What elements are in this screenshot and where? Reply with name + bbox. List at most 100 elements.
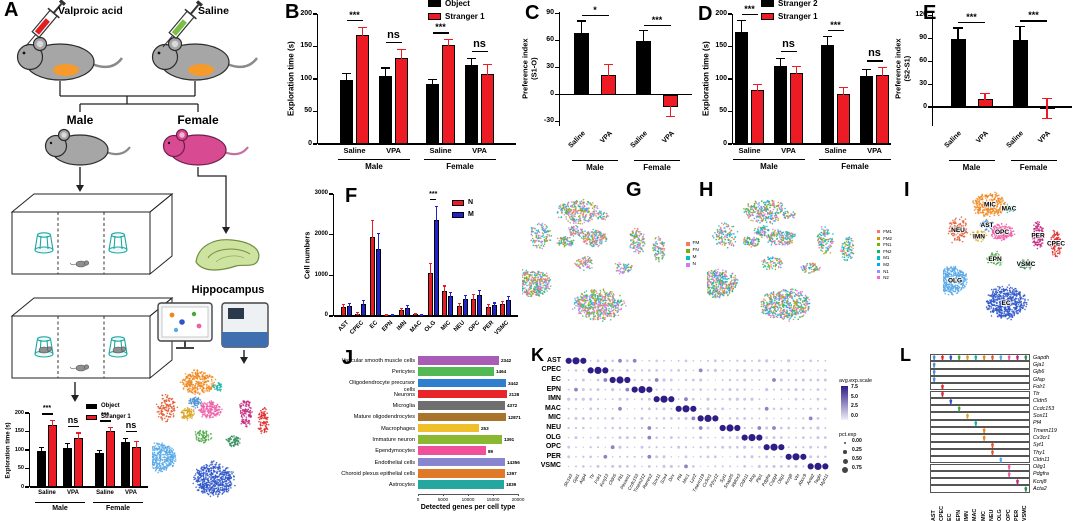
error-bar <box>431 79 434 90</box>
pct-dot <box>843 450 847 454</box>
x-label: VPA <box>472 146 487 155</box>
row-label: Microglia <box>392 403 415 409</box>
group-line <box>572 160 618 162</box>
x-cat-label: PER <box>1014 509 1021 521</box>
sig-line <box>958 21 985 24</box>
hippocampus-label: Hippocampus <box>192 284 265 296</box>
group-line <box>338 159 410 161</box>
group-label: Male <box>760 161 778 171</box>
bar <box>876 75 889 144</box>
gene-label: Cldn11 <box>1033 456 1050 463</box>
error-cap <box>107 426 114 429</box>
x-tick-label: 20000 <box>511 497 525 503</box>
group-line <box>948 160 995 162</box>
error-cap <box>414 314 418 316</box>
y-tick-label: 100 <box>14 446 24 453</box>
violin <box>991 442 994 448</box>
error-bar <box>357 312 359 315</box>
violin <box>1007 471 1011 478</box>
y-tick-label: 90 <box>919 34 927 42</box>
y-axis-title: Exploration time (s) <box>286 41 296 117</box>
x-axis <box>560 93 692 96</box>
y-tick-label: 0 <box>923 102 927 110</box>
y-axis-title: Cell numbers <box>302 231 312 279</box>
gene-label: Pdgfra <box>1033 471 1049 478</box>
y-axis <box>332 194 334 316</box>
group-line <box>35 502 85 504</box>
legend-label: Stranger 2 <box>778 0 818 8</box>
error-bar <box>66 443 69 453</box>
error-bar <box>473 294 475 303</box>
bar <box>481 73 494 144</box>
legend-label: FN1 <box>883 242 892 248</box>
bar-value: 1391 <box>504 437 515 443</box>
row-label: Ependymocytes <box>375 448 415 455</box>
error-cap <box>347 308 351 310</box>
panel-H-legend: FM1 FM2 FN1 FN2 M1 M2 N1 N2 <box>877 229 907 287</box>
panel-J: Vascular smooth muscle cells 2342 Pericyte… <box>338 346 525 521</box>
error-cap <box>753 84 762 86</box>
violin-row <box>930 383 1030 391</box>
row-label: VSMC <box>540 462 561 470</box>
row-label: OLG <box>545 433 561 441</box>
y-tick-label: 150 <box>715 42 727 50</box>
y-tick-label: 150 <box>300 42 312 50</box>
y-tick <box>927 60 932 62</box>
error-bar <box>400 49 403 66</box>
error-cap <box>122 445 129 447</box>
error-cap <box>638 50 649 52</box>
x-cat-label: OLG <box>997 509 1004 521</box>
violin <box>1024 486 1028 492</box>
bar <box>821 45 834 144</box>
error-bar <box>779 58 782 74</box>
bar-value: 1839 <box>506 482 517 488</box>
violin <box>1007 354 1011 361</box>
scale-tick-label: 5.0 <box>851 393 858 400</box>
x-cat-label: AST <box>930 509 937 521</box>
bar <box>418 469 505 478</box>
y-tick <box>328 234 333 236</box>
error-cap <box>576 43 587 45</box>
legend-label: N2 <box>883 275 889 281</box>
bar <box>751 90 764 144</box>
pedigree-lines <box>59 81 199 112</box>
error-cap <box>434 205 438 207</box>
error-cap <box>665 115 676 117</box>
y-tick <box>24 412 29 414</box>
legend-label: FN <box>692 248 699 253</box>
error-bar <box>881 67 884 83</box>
x-axis <box>933 106 1072 108</box>
y-axis <box>931 12 933 126</box>
female-mouse <box>162 128 249 166</box>
panel-C-chart: -30 0 30 60 90 Preference index (S1-O) Saline V… <box>520 0 700 178</box>
legend-label: Object <box>445 0 470 8</box>
error-cap <box>428 78 437 80</box>
error-cap <box>399 311 403 313</box>
error-cap <box>492 302 496 304</box>
error-bar <box>502 301 504 307</box>
error-bar <box>124 438 127 446</box>
error-cap <box>576 20 587 22</box>
error-cap <box>449 291 453 293</box>
pct-tick-label: 0.75 <box>852 465 862 471</box>
error-cap <box>342 86 351 88</box>
scale-tick-label: 0.0 <box>851 412 858 419</box>
violin <box>966 413 969 419</box>
legend-swatch <box>877 243 881 247</box>
sig-line <box>385 42 402 44</box>
bar <box>418 389 507 399</box>
y-tick <box>312 45 317 48</box>
error-bar <box>984 93 986 106</box>
error-bar <box>458 303 460 309</box>
y-tick <box>312 78 317 80</box>
error-cap <box>486 304 490 306</box>
legend-swatch <box>686 263 690 267</box>
row-label: OPC <box>545 443 561 451</box>
error-cap <box>665 97 676 99</box>
bar <box>37 450 46 487</box>
bar <box>379 75 392 144</box>
panel-B-chart: 0 50 100 150 200 Exploration time (s) Saline **… <box>282 0 520 178</box>
error-cap <box>472 301 476 303</box>
group-label: Male <box>52 504 68 512</box>
y-axis-title: Preference index (S2-S1) <box>893 38 911 100</box>
